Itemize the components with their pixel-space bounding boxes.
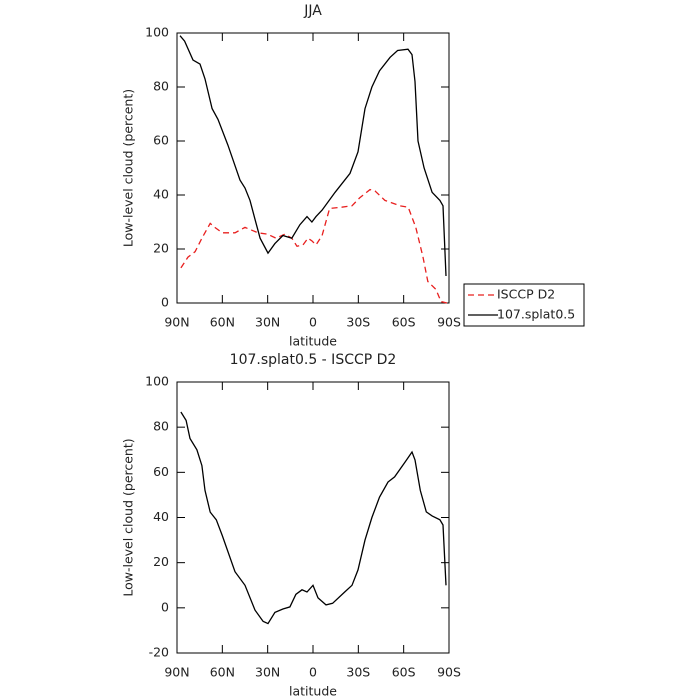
x-tick-label: 30N xyxy=(255,665,280,680)
x-tick-label: 90S xyxy=(437,315,461,330)
x-tick-label: 30N xyxy=(255,315,280,330)
y-tick-label: 0 xyxy=(161,599,169,614)
y-tick-label: 60 xyxy=(153,464,169,479)
x-tick-label: 0 xyxy=(309,665,317,680)
x-tick-label: 60S xyxy=(392,665,416,680)
y-tick-label: 80 xyxy=(153,419,169,434)
x-tick-label: 60N xyxy=(210,315,235,330)
y-tick-label: 100 xyxy=(145,374,169,389)
x-tick-label: 90N xyxy=(164,315,189,330)
x-tick-label: 60N xyxy=(210,665,235,680)
y-tick-label: 80 xyxy=(153,79,169,94)
x-tick-label: 30S xyxy=(346,315,370,330)
y-tick-label: 100 xyxy=(145,25,169,40)
x-tick-label: 60S xyxy=(392,315,416,330)
x-tick-label: 90N xyxy=(164,665,189,680)
y-tick-label: 60 xyxy=(153,133,169,148)
y-tick-label: 20 xyxy=(153,554,169,569)
y-tick-label: 40 xyxy=(153,187,169,202)
x-axis-label: latitude xyxy=(289,334,337,349)
y-axis-label: Low-level cloud (percent) xyxy=(121,89,136,247)
x-tick-label: 90S xyxy=(437,665,461,680)
x-tick-label: 30S xyxy=(346,665,370,680)
data-line xyxy=(180,188,448,304)
data-line xyxy=(179,35,447,277)
x-tick-label: 0 xyxy=(309,315,317,330)
legend-label: ISCCP D2 xyxy=(497,287,555,302)
data-line xyxy=(180,411,447,625)
y-axis-label: Low-level cloud (percent) xyxy=(121,438,136,596)
y-tick-label: 40 xyxy=(153,509,169,524)
y-tick-label: -20 xyxy=(149,645,169,660)
legend-label: 107.splat0.5 xyxy=(497,307,575,322)
chart-title: JJA xyxy=(303,3,322,19)
chart-title: 107.splat0.5 - ISCCP D2 xyxy=(230,352,397,368)
plot-frame xyxy=(176,32,450,304)
plot-frame xyxy=(176,381,450,654)
y-tick-label: 20 xyxy=(153,241,169,256)
x-axis-label: latitude xyxy=(289,684,337,699)
legend-box xyxy=(463,283,585,327)
y-tick-label: 0 xyxy=(161,295,169,310)
